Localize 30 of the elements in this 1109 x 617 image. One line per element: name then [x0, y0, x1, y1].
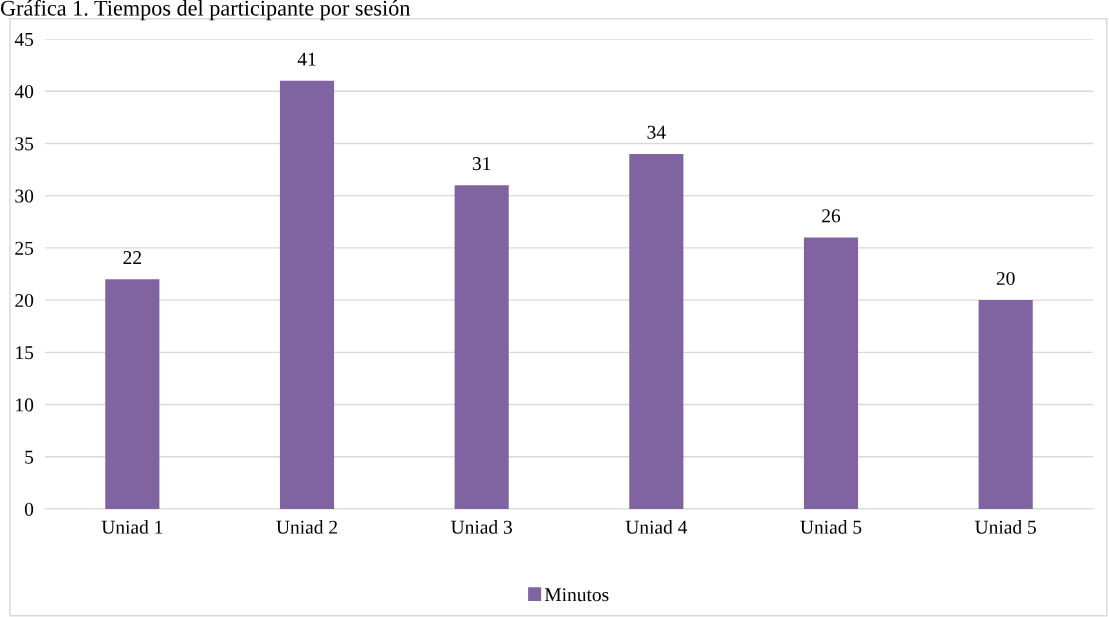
- y-tick-label: 10: [16, 398, 34, 412]
- y-tick-label: 5: [25, 450, 34, 464]
- chart-title: Gráfica 1. Tiempos del participante por sesión: [0, 0, 411, 21]
- bar: [978, 300, 1033, 509]
- data-label: 34: [647, 125, 666, 139]
- x-tick-label: Uniad 2: [276, 520, 337, 534]
- data-label: 20: [996, 271, 1015, 286]
- bar: [105, 279, 160, 509]
- y-tick-label: 45: [14, 32, 34, 46]
- x-tick-label: Uniad 3: [451, 520, 512, 534]
- bar: [803, 237, 859, 509]
- data-label: 41: [297, 52, 316, 66]
- data-label: 31: [472, 157, 491, 171]
- y-tick-label: 35: [15, 137, 34, 151]
- bar: [454, 185, 509, 509]
- y-tick-label: 0: [24, 502, 34, 516]
- x-tick-label: Uniad 5: [800, 520, 862, 534]
- y-tick-label: 30: [15, 189, 34, 203]
- x-tick-label: Uniad 4: [625, 520, 688, 534]
- y-tick-label: 20: [15, 293, 34, 308]
- y-tick-label: 15: [16, 346, 34, 360]
- x-tick-label: Uniad 1: [101, 520, 163, 534]
- data-label: 22: [123, 251, 141, 264]
- bar: [279, 80, 335, 509]
- legend-label: Minutos: [544, 588, 609, 602]
- bar: [629, 153, 684, 509]
- x-tick-label: Uniad 5: [975, 520, 1036, 534]
- y-tick-label: 40: [14, 85, 34, 99]
- y-tick-label: 25: [15, 241, 34, 255]
- data-label: 26: [822, 209, 841, 223]
